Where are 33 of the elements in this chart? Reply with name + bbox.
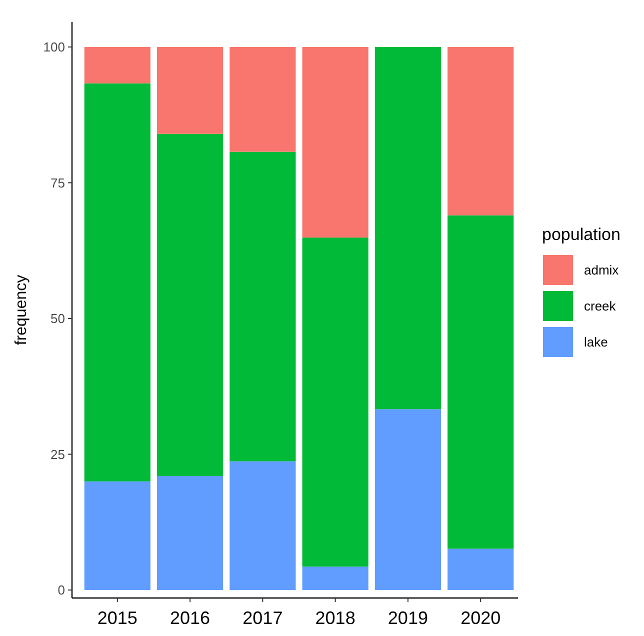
x-tick-label: 2018	[315, 608, 356, 628]
bar	[448, 548, 514, 590]
y-tick-label: 0	[58, 582, 65, 598]
bar	[230, 46, 296, 152]
x-tick-label: 2015	[97, 608, 138, 628]
legend-label: creek	[584, 298, 616, 314]
y-tick-label: 50	[50, 311, 65, 326]
bar	[156, 46, 224, 134]
bar	[84, 83, 150, 482]
bar	[448, 46, 514, 216]
x-tick-label: 2020	[460, 608, 501, 628]
bar	[84, 481, 150, 590]
bar	[302, 566, 368, 590]
x-tick-label: 2019	[388, 608, 428, 628]
bar	[374, 409, 442, 590]
bar	[302, 46, 368, 238]
bar	[448, 215, 514, 549]
y-axis-title: frequency	[13, 274, 30, 346]
bar	[156, 476, 224, 590]
y-tick-label: 100	[43, 40, 65, 55]
bar	[374, 46, 442, 410]
legend-label: admix	[584, 262, 620, 278]
x-tick-label: 2017	[242, 608, 283, 628]
legend-title: population	[542, 225, 620, 244]
legend-label: lake	[584, 334, 608, 350]
bar	[230, 152, 296, 462]
bar	[84, 46, 150, 84]
y-tick-label: 25	[50, 446, 65, 462]
bar	[302, 238, 368, 567]
y-tick-label: 75	[50, 175, 65, 190]
bar	[156, 134, 224, 476]
bar	[230, 461, 296, 590]
x-tick-label: 2016	[170, 608, 210, 628]
